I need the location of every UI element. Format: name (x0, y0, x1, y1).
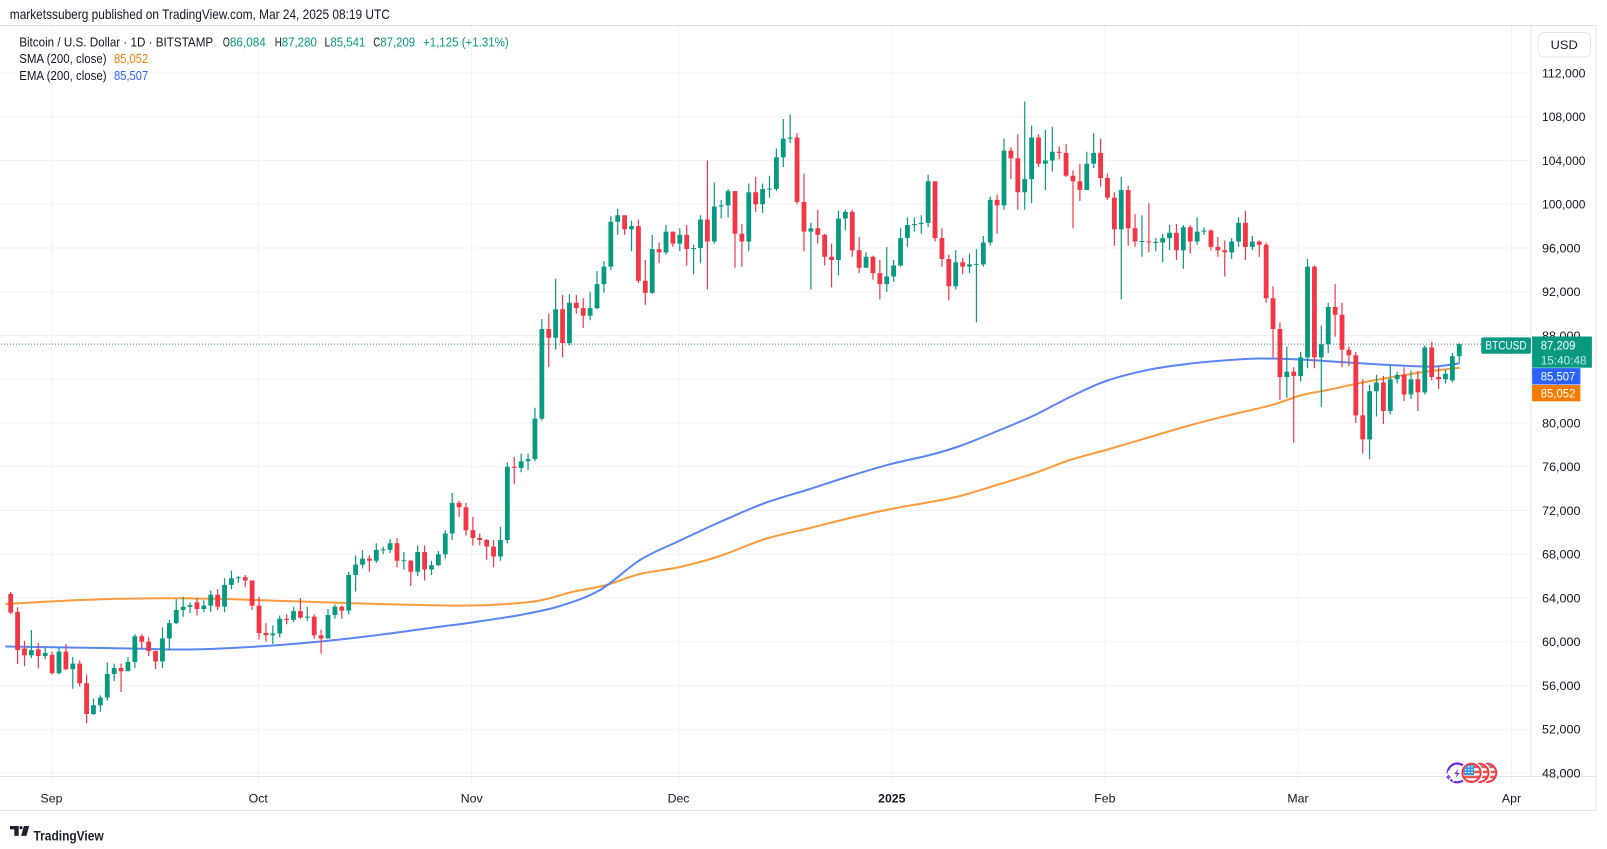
svg-text:85,052: 85,052 (1541, 387, 1576, 401)
svg-text:48,000: 48,000 (1542, 766, 1581, 780)
svg-text:Dec: Dec (668, 792, 690, 806)
svg-text:72,000: 72,000 (1542, 504, 1581, 518)
svg-text:C: C (373, 34, 380, 49)
svg-text:85,052: 85,052 (114, 51, 148, 66)
svg-text:80,000: 80,000 (1542, 416, 1581, 430)
svg-text:2025: 2025 (878, 792, 906, 806)
svg-text:96,000: 96,000 (1542, 241, 1581, 255)
svg-text:TradingView: TradingView (34, 828, 105, 843)
svg-text:85,507: 85,507 (114, 68, 148, 83)
svg-text:87,209: 87,209 (380, 34, 415, 49)
svg-text:Apr: Apr (1502, 792, 1521, 806)
svg-text:86,084: 86,084 (230, 34, 266, 49)
svg-text:Oct: Oct (249, 792, 269, 806)
svg-text:15:40:48: 15:40:48 (1541, 353, 1587, 367)
svg-text:Mar: Mar (1287, 792, 1308, 806)
svg-text:Nov: Nov (461, 792, 484, 806)
svg-text:marketssuberg published on Tra: marketssuberg published on TradingView.c… (10, 7, 390, 22)
svg-text:+1,125 (+1.31%): +1,125 (+1.31%) (423, 34, 509, 49)
svg-text:L: L (325, 34, 331, 49)
svg-text:68,000: 68,000 (1542, 548, 1581, 562)
svg-text:USD: USD (1551, 38, 1578, 52)
svg-text:EMA (200, close): EMA (200, close) (19, 68, 106, 83)
svg-text:76,000: 76,000 (1542, 460, 1581, 474)
svg-text:O: O (223, 34, 230, 49)
svg-text:56,000: 56,000 (1542, 679, 1581, 693)
svg-text:92,000: 92,000 (1542, 285, 1581, 299)
svg-text:87,280: 87,280 (282, 34, 317, 49)
svg-text:BTCUSD: BTCUSD (1485, 339, 1526, 353)
svg-text:64,000: 64,000 (1542, 591, 1581, 605)
svg-text:87,209: 87,209 (1541, 338, 1576, 352)
svg-text:SMA (200, close): SMA (200, close) (19, 51, 106, 66)
svg-text:Bitcoin / U.S. Dollar · 1D · B: Bitcoin / U.S. Dollar · 1D · BITSTAMP (19, 34, 213, 49)
svg-text:Sep: Sep (41, 792, 63, 806)
svg-text:100,000: 100,000 (1542, 198, 1586, 212)
svg-text:104,000: 104,000 (1542, 154, 1586, 168)
svg-text:Feb: Feb (1094, 792, 1115, 806)
svg-text:H: H (275, 34, 282, 49)
svg-text:108,000: 108,000 (1542, 110, 1586, 124)
svg-text:85,541: 85,541 (330, 34, 365, 49)
svg-text:85,507: 85,507 (1541, 370, 1576, 384)
svg-text:52,000: 52,000 (1542, 723, 1581, 737)
svg-text:112,000: 112,000 (1542, 66, 1586, 80)
svg-text:60,000: 60,000 (1542, 635, 1581, 649)
